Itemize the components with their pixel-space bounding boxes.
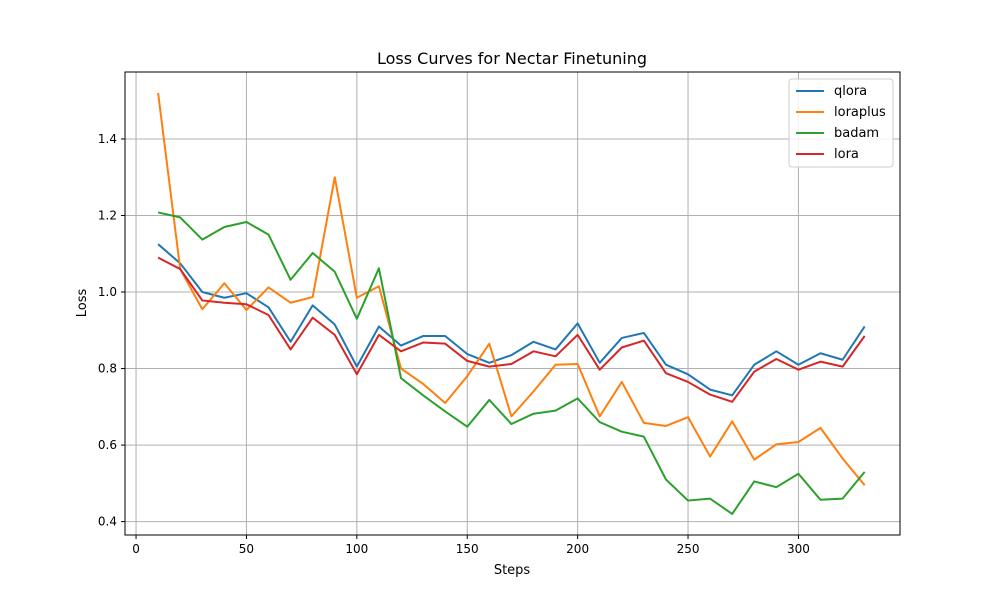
- x-tick-label: 50: [239, 542, 254, 556]
- x-tick-label: 300: [787, 542, 810, 556]
- y-tick-label: 1.4: [98, 132, 117, 146]
- legend-box: [788, 78, 894, 168]
- x-tick-label: 150: [456, 542, 479, 556]
- x-axis-label: Steps: [494, 563, 531, 578]
- series-line-badam: [157, 211, 866, 515]
- plot-frame: [124, 71, 901, 536]
- y-tick-label: 0.4: [98, 515, 117, 529]
- legend-label-lora: lora: [834, 147, 859, 162]
- x-tick-label: 0: [132, 542, 140, 556]
- y-tick-label: 0.6: [98, 438, 117, 452]
- y-tick-label: 0.8: [98, 362, 117, 376]
- grid-layer: [125, 72, 900, 535]
- x-tick-label: 200: [566, 542, 589, 556]
- legend: qlora loraplus badam lora: [788, 78, 894, 168]
- y-tick-label: 1.2: [98, 208, 117, 222]
- series-line-lora: [157, 256, 866, 403]
- series-layer: [157, 92, 866, 515]
- series-line-loraplus: [157, 92, 866, 486]
- chart-title: Loss Curves for Nectar Finetuning: [377, 49, 647, 68]
- x-tick-label: 100: [345, 542, 368, 556]
- y-axis-label: Loss: [75, 289, 90, 318]
- legend-label-loraplus: loraplus: [834, 105, 886, 120]
- series-line-qlora: [157, 243, 866, 397]
- x-tick-label: 250: [677, 542, 700, 556]
- legend-label-badam: badam: [834, 126, 879, 141]
- tick-layer: 0 50 100 150 200 250 300 0.4 0.6 0.8 1.0 1.2 1.4: [98, 132, 810, 556]
- y-tick-label: 1.0: [98, 285, 117, 299]
- legend-label-qlora: qlora: [834, 84, 867, 99]
